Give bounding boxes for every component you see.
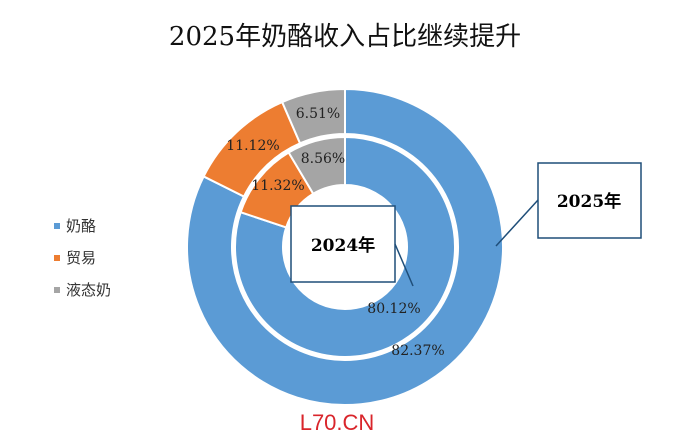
data-label-2025-cheese: 82.37% [391,343,444,359]
data-label-2025-trade: 11.12% [226,138,279,154]
data-label-2025-liquid-milk: 6.51% [296,106,340,122]
slice-2025-cheese [186,87,504,406]
legend-item-cheese: 奶酪 [54,217,96,235]
data-label-2024-liquid-milk: 8.56% [301,151,345,167]
slice-2025-liquid-milk [280,87,346,145]
legend-label-cheese: 奶酪 [66,217,96,235]
chart-title: 2025年奶酪收入占比继续提升 [169,22,521,52]
callout-2024-label: 2024年 [311,235,375,256]
watermark: L70.CN [300,410,375,435]
data-label-2024-trade: 11.32% [251,178,304,194]
callout-2024: 2024年 [290,205,414,287]
inner-ring-labels: 80.12% 11.32% 8.56% [251,151,420,317]
legend: 奶酪 贸易 液态奶 [54,217,111,299]
data-label-2024-cheese: 80.12% [367,301,420,317]
slice-2024-liquid-milk [287,135,346,196]
legend-label-liquid-milk: 液态奶 [66,281,111,299]
legend-label-trade: 贸易 [66,249,96,267]
callout-2024-leader [394,243,414,287]
callout-2025-leader [495,199,539,247]
callout-2024-box [290,205,396,283]
legend-swatch-liquid-milk [54,287,60,293]
legend-item-liquid-milk: 液态奶 [54,281,111,299]
callout-2025-box [537,162,642,239]
outer-ring-labels: 82.37% 11.12% 6.51% [226,106,444,359]
outer-ring-2025 [186,87,504,406]
legend-swatch-trade [54,255,60,261]
legend-swatch-cheese [54,223,60,229]
callout-2025: 2025年 [495,162,642,247]
callout-2025-label: 2025年 [557,191,621,212]
legend-item-trade: 贸易 [54,249,96,267]
